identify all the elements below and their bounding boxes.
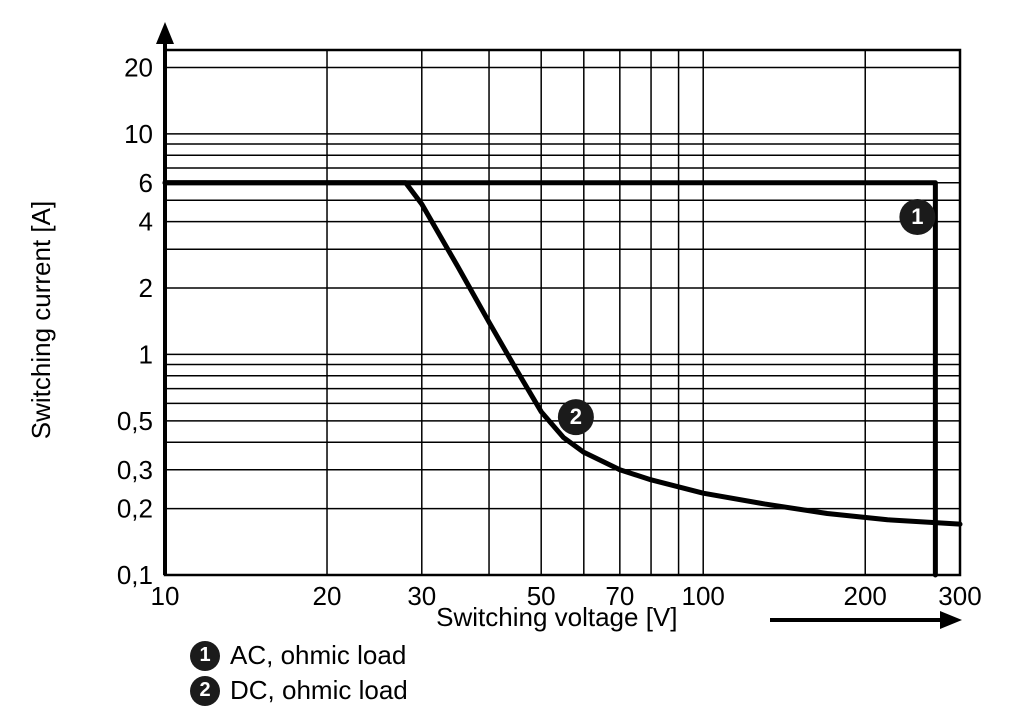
svg-text:Switching current [A]: Switching current [A] [26,201,56,439]
svg-text:0,1: 0,1 [117,560,153,590]
badge-1-icon: 1 [190,641,220,671]
svg-text:300: 300 [938,581,981,611]
chart-svg: 10203050701002003000,10,20,30,512461020S… [20,20,1004,700]
svg-text:2: 2 [570,404,582,429]
legend-row: 1 AC, ohmic load [190,640,408,671]
svg-text:100: 100 [682,581,725,611]
legend-row: 2 DC, ohmic load [190,675,408,706]
svg-text:0,2: 0,2 [117,494,153,524]
svg-text:20: 20 [124,52,153,82]
svg-text:200: 200 [844,581,887,611]
svg-text:20: 20 [313,581,342,611]
badge-2-icon: 2 [190,676,220,706]
svg-text:2: 2 [139,273,153,303]
chart-container: 10203050701002003000,10,20,30,512461020S… [20,20,1004,700]
svg-text:4: 4 [139,207,153,237]
svg-text:0,5: 0,5 [117,406,153,436]
svg-text:6: 6 [139,168,153,198]
legend-label-2: DC, ohmic load [230,675,408,706]
svg-text:1: 1 [139,339,153,369]
svg-text:1: 1 [911,204,923,229]
svg-text:0,3: 0,3 [117,455,153,485]
svg-text:10: 10 [124,119,153,149]
legend: 1 AC, ohmic load 2 DC, ohmic load [190,640,408,710]
svg-text:Switching voltage [V]: Switching voltage [V] [436,602,677,632]
legend-label-1: AC, ohmic load [230,640,406,671]
svg-text:10: 10 [151,581,180,611]
svg-text:30: 30 [407,581,436,611]
